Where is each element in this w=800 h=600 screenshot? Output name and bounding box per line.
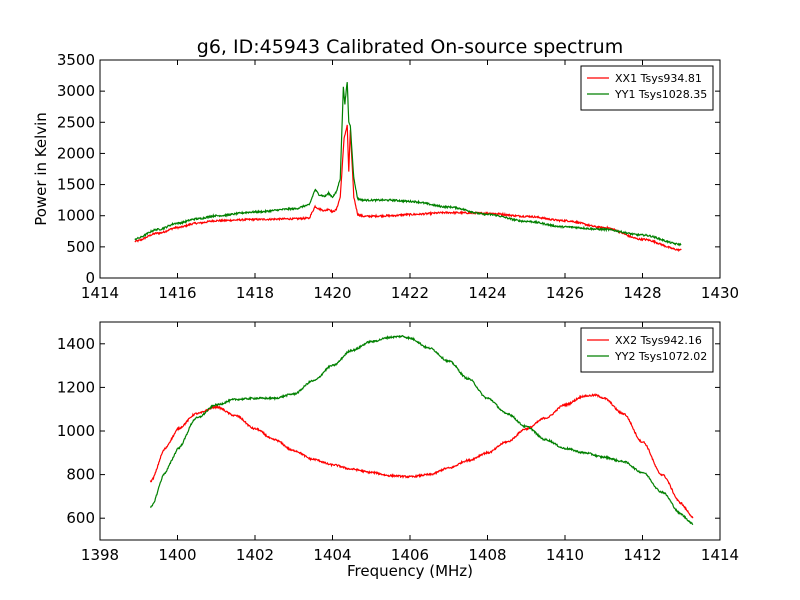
legend: XX1 Tsys934.81 YY1 Tsys1028.35 <box>580 65 714 111</box>
bottom-spectrum-chart: 1398 1400 1402 1404 1406 1408 1410 1412 1414 600 8… <box>57 321 739 580</box>
y-tick-label: 800 <box>66 466 95 484</box>
x-tick-label: 1420 <box>313 284 351 302</box>
y-tick-label: 1200 <box>57 378 95 396</box>
top-spectrum-chart: 1414 1416 1418 1420 1422 1424 1426 1428 1430 0 500… <box>32 51 739 302</box>
legend-label-2: YY2 Tsys1072.02 <box>614 350 707 363</box>
legend-label-1: XX1 Tsys934.81 <box>615 72 702 85</box>
y-tick-label: 1500 <box>57 176 95 194</box>
legend-label-2: YY1 Tsys1028.35 <box>614 88 707 101</box>
series-line-2 <box>149 334 694 526</box>
y-tick-label: 1000 <box>57 207 95 225</box>
y-tick-label: 1400 <box>57 335 95 353</box>
series-line-1 <box>149 392 694 519</box>
x-tick-label: 1410 <box>546 546 584 564</box>
x-tick-label: 1418 <box>236 284 274 302</box>
y-tick-label: 3000 <box>57 82 95 100</box>
legend-label-1: XX2 Tsys942.16 <box>615 334 702 347</box>
y-tick-label: 600 <box>66 509 95 527</box>
x-tick-label: 1412 <box>623 546 661 564</box>
chart-title: g6, ID:45943 Calibrated On-source spectr… <box>197 36 623 58</box>
x-tick-label: 1426 <box>546 284 584 302</box>
x-tick-label: 1398 <box>81 546 119 564</box>
x-tick-label: 1414 <box>701 546 739 564</box>
x-tick-label: 1428 <box>623 284 661 302</box>
series-line-1 <box>134 124 682 253</box>
x-axis-label: Frequency (MHz) <box>347 562 473 580</box>
x-tick-label: 1406 <box>391 546 429 564</box>
y-tick-label: 2000 <box>57 144 95 162</box>
x-tick-label: 1416 <box>158 284 196 302</box>
legend-box <box>580 327 714 373</box>
legend-box <box>580 65 714 111</box>
y-tick-label: 0 <box>85 269 95 287</box>
x-tick-label: 1400 <box>158 546 196 564</box>
x-tick-label: 1402 <box>236 546 274 564</box>
x-tick-label: 1422 <box>391 284 429 302</box>
y-axis-label: Power in Kelvin <box>32 112 50 226</box>
y-tick-label: 500 <box>66 238 95 256</box>
y-tick-label: 1000 <box>57 422 95 440</box>
x-tick-label: 1404 <box>313 546 351 564</box>
x-tick-label: 1430 <box>701 284 739 302</box>
legend: XX2 Tsys942.16 YY2 Tsys1072.02 <box>580 327 714 373</box>
x-tick-label: 1408 <box>468 546 506 564</box>
y-tick-label: 2500 <box>57 113 95 131</box>
x-tick-label: 1414 <box>81 284 119 302</box>
series-line-2 <box>134 82 682 247</box>
y-tick-label: 3500 <box>57 51 95 69</box>
x-tick-label: 1424 <box>468 284 506 302</box>
